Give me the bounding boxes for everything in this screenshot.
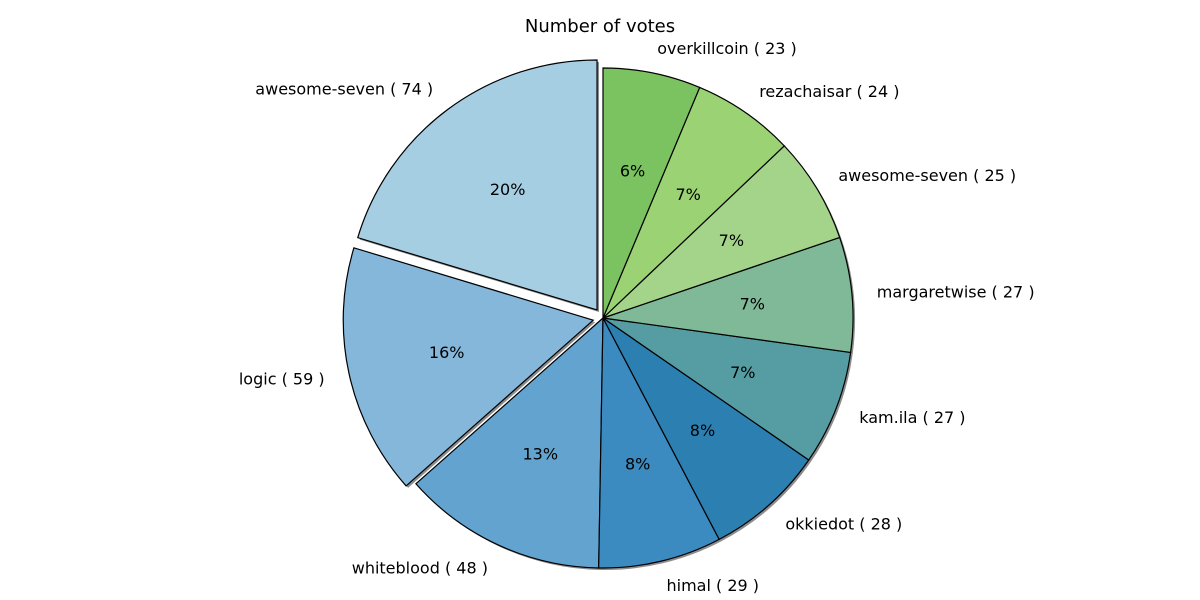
pie-slice-percent-label: 7%: [676, 185, 701, 204]
pie-slice-percent-label: 7%: [740, 294, 765, 313]
pie-slice: [415, 316, 604, 569]
pie-slice-label: himal ( 29 ): [667, 576, 760, 595]
pie-slice-percent-label: 7%: [730, 363, 755, 382]
pie-slice-label: logic ( 59 ): [239, 370, 325, 389]
pie-slice-label: awesome-seven ( 74 ): [255, 80, 433, 99]
pie-slice-label: overkillcoin ( 23 ): [657, 39, 797, 58]
pie-slice-label: margaretwise ( 27 ): [877, 282, 1035, 301]
pie-slice: [602, 145, 841, 319]
pie-slice-label: awesome-seven ( 25 ): [838, 166, 1016, 185]
pie-slice: [602, 236, 854, 354]
pie-slice: [602, 317, 810, 541]
pie-label-layer: 20% awesome-seven ( 74 ) 16% logic ( 59 ) 13…: [239, 39, 1035, 595]
pie-slice-percent-label: 20%: [490, 180, 526, 199]
pie-slice-percent-label: 8%: [625, 454, 650, 473]
pie-slice-label: rezachaisar ( 24 ): [759, 82, 899, 101]
pie-slice-layer: [342, 59, 854, 569]
chart-title: Number of votes: [525, 16, 675, 37]
pie-slice-percent-label: 16%: [429, 343, 465, 362]
pie-slice-percent-label: 6%: [620, 161, 645, 180]
pie-slice: [342, 247, 595, 487]
pie-slice: [602, 317, 852, 461]
pie-slice: [598, 317, 720, 569]
pie-slice-label: okkiedot ( 28 ): [785, 514, 902, 533]
pie-slice-percent-label: 13%: [522, 445, 558, 464]
pie-slice-percent-label: 8%: [690, 421, 715, 440]
pie-slice: [602, 67, 701, 319]
pie-slice: [356, 59, 598, 311]
pie-slice-label: whiteblood ( 48 ): [352, 558, 488, 577]
pie-slice-percent-label: 7%: [719, 231, 744, 250]
pie-slice-label: kam.ila ( 27 ): [859, 408, 965, 427]
